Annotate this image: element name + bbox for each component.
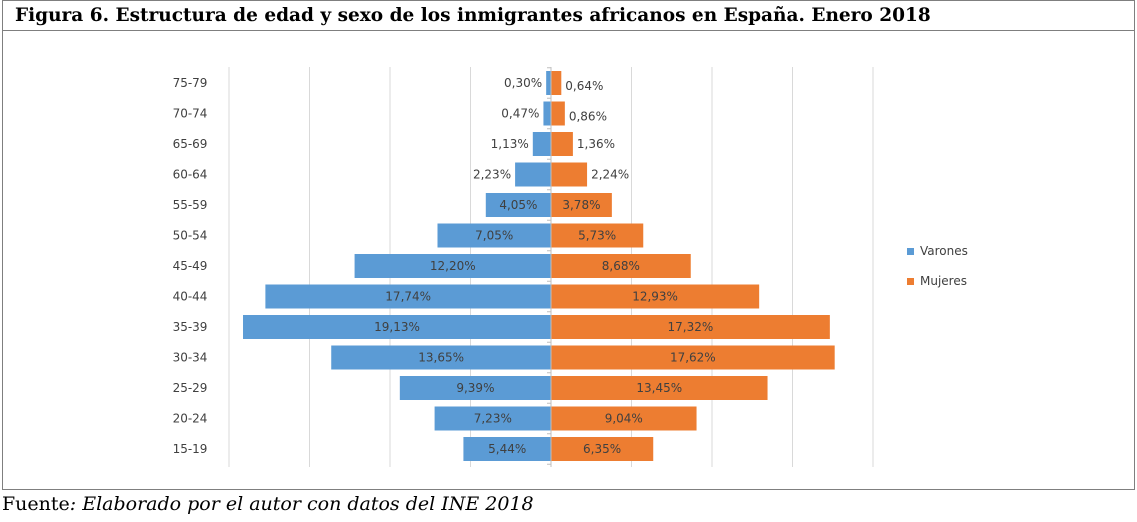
data-label-varones: 5,44% <box>488 442 526 456</box>
data-label-varones: 12,20% <box>430 259 476 273</box>
category-tick-label: 65-69 <box>173 137 208 151</box>
chart-area: 75-79 70-74 65-69 60-64 55-59 50-54 45-49 40-44… <box>3 31 1134 489</box>
data-label-varones: 7,05% <box>475 229 513 243</box>
data-label-mujeres: 5,73% <box>578 229 616 243</box>
bar-mujeres <box>551 284 760 309</box>
figure-title: Figura 6. Estructura de edad y sexo de l… <box>3 1 1134 31</box>
legend-label-varones: Varones <box>920 244 968 258</box>
bar-varones <box>543 101 551 126</box>
data-label-varones: 1,13% <box>491 137 529 151</box>
data-label-mujeres: 17,32% <box>668 320 714 334</box>
data-label-mujeres: 0,86% <box>569 110 607 124</box>
data-label-varones: 9,39% <box>456 381 494 395</box>
bar-mujeres <box>551 254 691 278</box>
source-text: : Elaborado por el autor con datos del I… <box>69 493 534 515</box>
bar-varones <box>437 223 551 248</box>
bar-mujeres <box>551 71 562 95</box>
legend-swatch-varones <box>907 248 914 255</box>
category-tick-label: 30-34 <box>173 351 208 365</box>
bar-varones <box>265 284 551 309</box>
data-label-mujeres: 2,24% <box>591 168 629 182</box>
category-tick-label: 15-19 <box>173 442 208 456</box>
category-ticks: 75-79 70-74 65-69 60-64 55-59 50-54 45-49 40-44… <box>173 76 208 456</box>
legend: Varones Mujeres <box>907 244 968 288</box>
data-label-mujeres: 12,93% <box>632 290 678 304</box>
data-label-varones: 2,23% <box>473 168 511 182</box>
category-tick-label: 70-74 <box>173 107 208 121</box>
data-label-varones: 17,74% <box>385 290 431 304</box>
category-tick-label: 35-39 <box>173 320 208 334</box>
bar-mujeres <box>551 315 830 339</box>
center-axis <box>547 67 552 467</box>
bar-varones <box>354 254 551 278</box>
bar-varones <box>243 315 551 339</box>
category-tick-label: 25-29 <box>173 381 208 395</box>
data-label-varones: 0,30% <box>504 76 542 90</box>
category-tick-label: 75-79 <box>173 76 208 90</box>
category-tick-label: 40-44 <box>173 290 208 304</box>
data-label-varones: 7,23% <box>474 412 512 426</box>
bar-varones <box>532 132 551 156</box>
data-label-mujeres: 17,62% <box>670 351 716 365</box>
data-label-mujeres: 6,35% <box>583 442 621 456</box>
bar-mujeres <box>551 162 588 187</box>
data-label-mujeres: 0,64% <box>565 79 603 93</box>
bar-varones <box>546 71 551 95</box>
category-tick-label: 60-64 <box>173 168 208 182</box>
bar-varones <box>485 193 551 217</box>
bar-mujeres <box>551 345 835 370</box>
bar-mujeres <box>551 132 573 156</box>
bar-varones <box>331 345 551 370</box>
data-label-varones: 13,65% <box>418 351 464 365</box>
data-label-mujeres: 13,45% <box>636 381 682 395</box>
category-tick-label: 45-49 <box>173 259 208 273</box>
bar-mujeres <box>551 437 654 461</box>
category-tick-label: 20-24 <box>173 412 208 426</box>
bar-mujeres <box>551 101 565 126</box>
bar-varones <box>463 437 551 461</box>
data-label-varones: 0,47% <box>501 107 539 121</box>
bar-varones <box>434 406 551 431</box>
bars <box>243 71 835 461</box>
data-labels: 0,30% 0,64% 0,47% 0,86% 1,13% 1,36% 2,23% 2,24%… <box>374 76 716 456</box>
source-prefix: Fuente <box>2 493 70 515</box>
data-label-mujeres: 3,78% <box>562 198 600 212</box>
data-label-varones: 4,05% <box>499 198 537 212</box>
bar-varones <box>399 376 551 400</box>
bar-mujeres <box>551 223 644 248</box>
source-note: Fuente: Elaborado por el autor con datos… <box>2 493 534 515</box>
data-label-mujeres: 1,36% <box>577 137 615 151</box>
data-label-mujeres: 8,68% <box>602 259 640 273</box>
category-tick-label: 55-59 <box>173 198 208 212</box>
data-label-varones: 19,13% <box>374 320 420 334</box>
population-pyramid-chart: 75-79 70-74 65-69 60-64 55-59 50-54 45-49 40-44… <box>173 67 968 467</box>
bar-mujeres <box>551 193 612 217</box>
legend-label-mujeres: Mujeres <box>920 274 967 288</box>
category-tick-label: 50-54 <box>173 229 208 243</box>
bar-mujeres <box>551 406 697 431</box>
data-label-mujeres: 9,04% <box>605 412 643 426</box>
bar-varones <box>515 162 551 187</box>
figure-frame: Figura 6. Estructura de edad y sexo de l… <box>2 0 1135 490</box>
legend-swatch-mujeres <box>907 278 914 285</box>
bar-mujeres <box>551 376 768 400</box>
